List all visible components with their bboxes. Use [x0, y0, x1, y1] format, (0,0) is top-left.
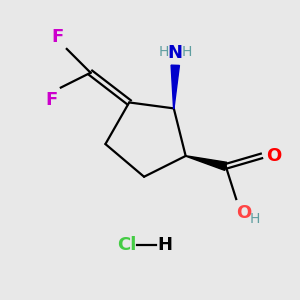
Text: H: H [250, 212, 260, 226]
Text: H: H [182, 45, 192, 59]
Text: O: O [236, 203, 251, 221]
Text: F: F [52, 28, 64, 46]
Polygon shape [186, 156, 227, 170]
Text: H: H [159, 45, 169, 59]
Text: H: H [158, 236, 172, 254]
Text: Cl: Cl [117, 236, 137, 254]
Text: F: F [46, 91, 58, 109]
Text: N: N [168, 44, 183, 62]
Text: O: O [266, 147, 281, 165]
Polygon shape [171, 65, 179, 108]
